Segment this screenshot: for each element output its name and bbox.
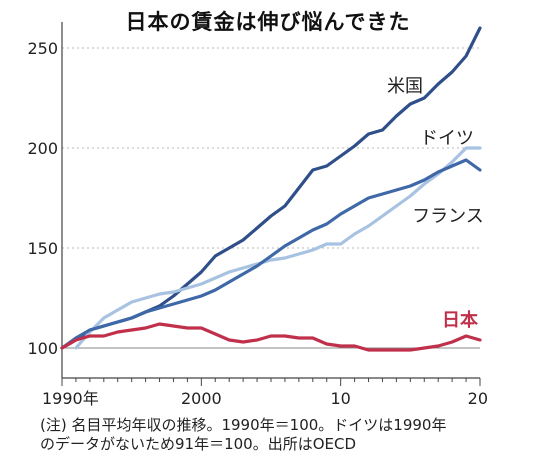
x-tick-label: 2000 [181, 389, 222, 408]
y-tick-label: 100 [27, 339, 58, 358]
x-tick-label: 10 [330, 389, 350, 408]
footnote-line-2: のデータがないため91年＝100。出所はOECD [40, 435, 357, 453]
footnote-line-1: (注) 名目平均年収の推移。1990年＝100。ドイツは1990年 [40, 416, 447, 434]
series-label-ドイツ: ドイツ [420, 128, 474, 149]
x-tick-label: 20 [468, 389, 488, 408]
chart-title: 日本の賃金は伸び悩んできた [125, 10, 411, 34]
y-axis-ticks: 100 150 200 250 [27, 39, 58, 358]
series-line-フランス [60, 158, 482, 350]
y-tick-label: 150 [27, 239, 58, 258]
series-label-フランス: フランス [412, 206, 484, 227]
y-tick-label: 250 [27, 39, 58, 58]
x-tick-label: 1990年 [42, 389, 99, 408]
series-label-日本: 日本 [442, 309, 478, 331]
series-line-ドイツ [74, 146, 482, 350]
grid-lines [62, 47, 480, 349]
series-label-米国: 米国 [387, 76, 423, 97]
y-tick-label: 200 [27, 139, 58, 158]
x-axis-ticks: 1990年 2000 10 20 [42, 378, 488, 408]
series-lines [60, 26, 482, 352]
series-line-日本 [60, 322, 482, 352]
footnote: (注) 名目平均年収の推移。1990年＝100。ドイツは1990年 のデータがな… [40, 416, 530, 454]
